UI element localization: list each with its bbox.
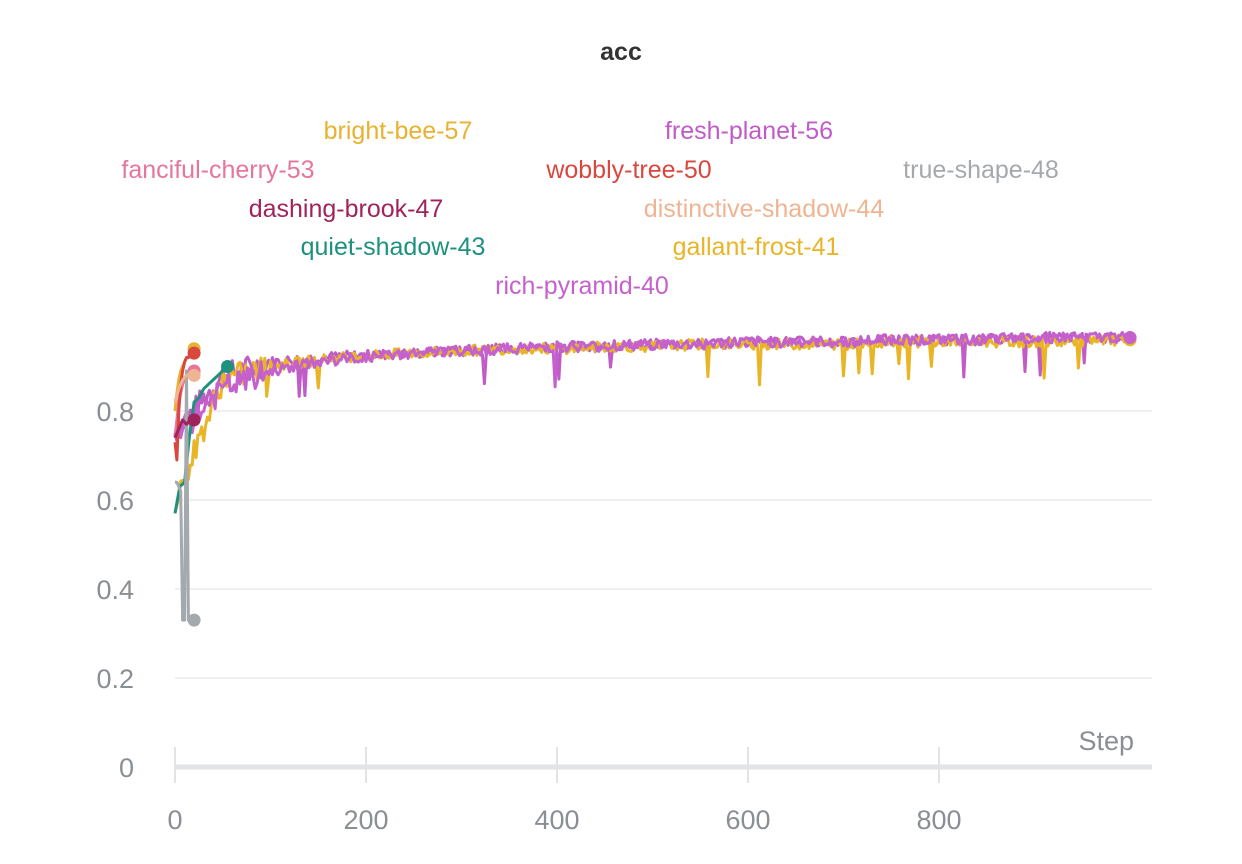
- x-tick-label: 0: [167, 805, 182, 835]
- x-tick-label: 800: [916, 805, 961, 835]
- legend-entry: wobbly-tree-50: [545, 156, 711, 184]
- legend: bright-bee-57 fresh-planet-56 fanciful-che…: [121, 117, 1058, 300]
- legend-entry: gallant-frost-41: [673, 233, 840, 261]
- legend-entry: distinctive-shadow-44: [644, 195, 884, 223]
- series-end-markers: [187, 331, 1137, 627]
- legend-entry: dashing-brook-47: [249, 195, 444, 223]
- x-tick-label: 600: [725, 805, 770, 835]
- series-end-point: [1123, 331, 1137, 345]
- series-end-point: [187, 613, 201, 627]
- series-lines: [173, 330, 1132, 622]
- legend-entry: fresh-planet-56: [665, 117, 833, 145]
- grid: [175, 410, 1152, 679]
- y-axis: 0 0.2 0.4 0.6 0.8: [96, 397, 134, 783]
- x-axis-label: Step: [1078, 726, 1134, 756]
- legend-entry: rich-pyramid-40: [495, 272, 669, 300]
- y-tick-label: 0.6: [96, 486, 134, 516]
- legend-entry: quiet-shadow-43: [301, 233, 486, 261]
- y-tick-label: 0.8: [96, 397, 134, 427]
- series-line: [173, 330, 1131, 439]
- x-axis: 0 200 400 600 800: [167, 747, 1152, 835]
- series-line: [173, 365, 229, 514]
- legend-entry: true-shape-48: [903, 156, 1059, 184]
- x-tick-label: 400: [534, 805, 579, 835]
- legend-entry: fanciful-cherry-53: [121, 156, 314, 184]
- chart-title: acc: [600, 38, 642, 66]
- series-end-point: [187, 346, 201, 360]
- y-tick-label: 0.2: [96, 664, 134, 694]
- y-tick-label: 0.4: [96, 575, 134, 605]
- legend-entry: bright-bee-57: [324, 117, 473, 145]
- series-end-point: [221, 360, 235, 373]
- series-end-point: [187, 368, 201, 382]
- series-end-point: [187, 413, 201, 427]
- y-tick-label: 0: [119, 753, 134, 783]
- x-tick-label: 200: [343, 805, 388, 835]
